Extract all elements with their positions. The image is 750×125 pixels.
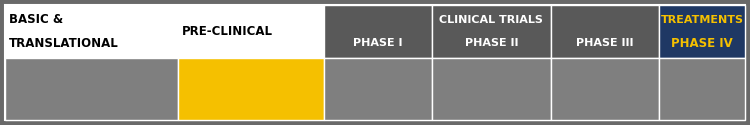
Text: TRANSLATIONAL: TRANSLATIONAL xyxy=(9,37,118,50)
Text: PRE-CLINICAL: PRE-CLINICAL xyxy=(182,25,273,38)
Text: CLINICAL TRIALS: CLINICAL TRIALS xyxy=(440,15,543,25)
Text: PHASE IV: PHASE IV xyxy=(671,37,733,50)
Bar xyxy=(550,5,659,58)
Bar xyxy=(5,5,178,58)
Text: TREATMENTS: TREATMENTS xyxy=(661,15,743,25)
Bar xyxy=(659,5,745,58)
Bar xyxy=(432,58,550,120)
Bar xyxy=(324,5,432,58)
Bar xyxy=(432,5,550,58)
Text: BASIC &: BASIC & xyxy=(9,13,63,26)
Text: PHASE II: PHASE II xyxy=(465,38,518,48)
Text: PHASE I: PHASE I xyxy=(353,38,403,48)
Bar xyxy=(5,58,178,120)
Bar xyxy=(178,5,324,58)
Text: PHASE III: PHASE III xyxy=(576,38,634,48)
Bar xyxy=(550,58,659,120)
Bar xyxy=(324,58,432,120)
Bar xyxy=(178,58,324,120)
Bar xyxy=(659,58,745,120)
